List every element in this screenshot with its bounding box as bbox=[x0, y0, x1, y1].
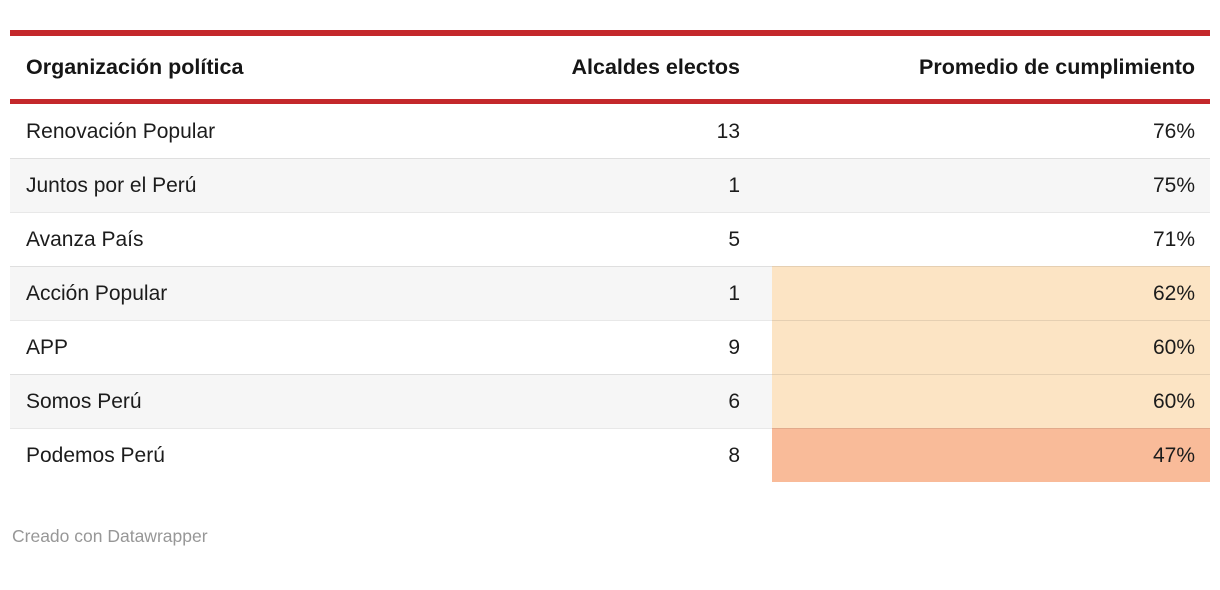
cell-promedio-de-cumplimiento: 60% bbox=[772, 320, 1210, 374]
cell-organizacion-politica: Somos Perú bbox=[10, 374, 430, 428]
cell-promedio-de-cumplimiento: 75% bbox=[772, 158, 1210, 212]
table-row: Acción Popular 1 62% bbox=[10, 266, 1210, 320]
cell-organizacion-politica: Renovación Popular bbox=[26, 119, 216, 143]
cell-promedio-de-cumplimiento: 71% bbox=[772, 212, 1210, 266]
cell-alcaldes-electos: 1 bbox=[430, 266, 772, 320]
table-row: Renovación Popular 13 76% bbox=[10, 104, 1210, 158]
cell-alcaldes-electos: 1 bbox=[430, 158, 772, 212]
cell-promedio-de-cumplimiento: 60% bbox=[772, 374, 1210, 428]
cell-alcaldes-electos: 8 bbox=[430, 428, 772, 482]
table-row: Podemos Perú 8 47% bbox=[10, 428, 1210, 482]
table-row: Juntos por el Perú 1 75% bbox=[10, 158, 1210, 212]
cell-alcaldes-electos: 5 bbox=[430, 212, 772, 266]
header-rule bbox=[10, 99, 1210, 104]
cell-organizacion-politica: Avanza País bbox=[10, 212, 430, 266]
top-rule bbox=[10, 30, 1210, 36]
cell-alcaldes-electos: 6 bbox=[430, 374, 772, 428]
column-header-promedio-de-cumplimiento: Promedio de cumplimiento bbox=[919, 55, 1195, 79]
cell-promedio-de-cumplimiento: 47% bbox=[772, 428, 1210, 482]
table-row: Avanza País 5 71% bbox=[10, 212, 1210, 266]
table-row: Somos Perú 6 60% bbox=[10, 374, 1210, 428]
cell-organizacion-politica: APP bbox=[10, 320, 430, 374]
cell-organizacion-politica: Acción Popular bbox=[10, 266, 430, 320]
table-body: Renovación Popular 13 76% Juntos por el Per… bbox=[10, 104, 1210, 482]
cell-organizacion-politica: Podemos Perú bbox=[10, 428, 430, 482]
table-header-row: Organización política Alcaldes electos P… bbox=[10, 36, 1210, 99]
datawrapper-table: Organización política Alcaldes electos P… bbox=[10, 30, 1210, 547]
cell-alcaldes-electos: 13 bbox=[716, 119, 740, 143]
datawrapper-attribution-link[interactable]: Creado con Datawrapper bbox=[12, 526, 208, 546]
cell-organizacion-politica: Juntos por el Perú bbox=[10, 158, 430, 212]
table-row: APP 9 60% bbox=[10, 320, 1210, 374]
column-header-organizacion-politica: Organización política bbox=[26, 55, 244, 79]
cell-promedio-de-cumplimiento: 62% bbox=[772, 266, 1210, 320]
column-header-alcaldes-electos: Alcaldes electos bbox=[571, 55, 740, 79]
cell-promedio-de-cumplimiento: 76% bbox=[1152, 119, 1195, 143]
cell-alcaldes-electos: 9 bbox=[430, 320, 772, 374]
